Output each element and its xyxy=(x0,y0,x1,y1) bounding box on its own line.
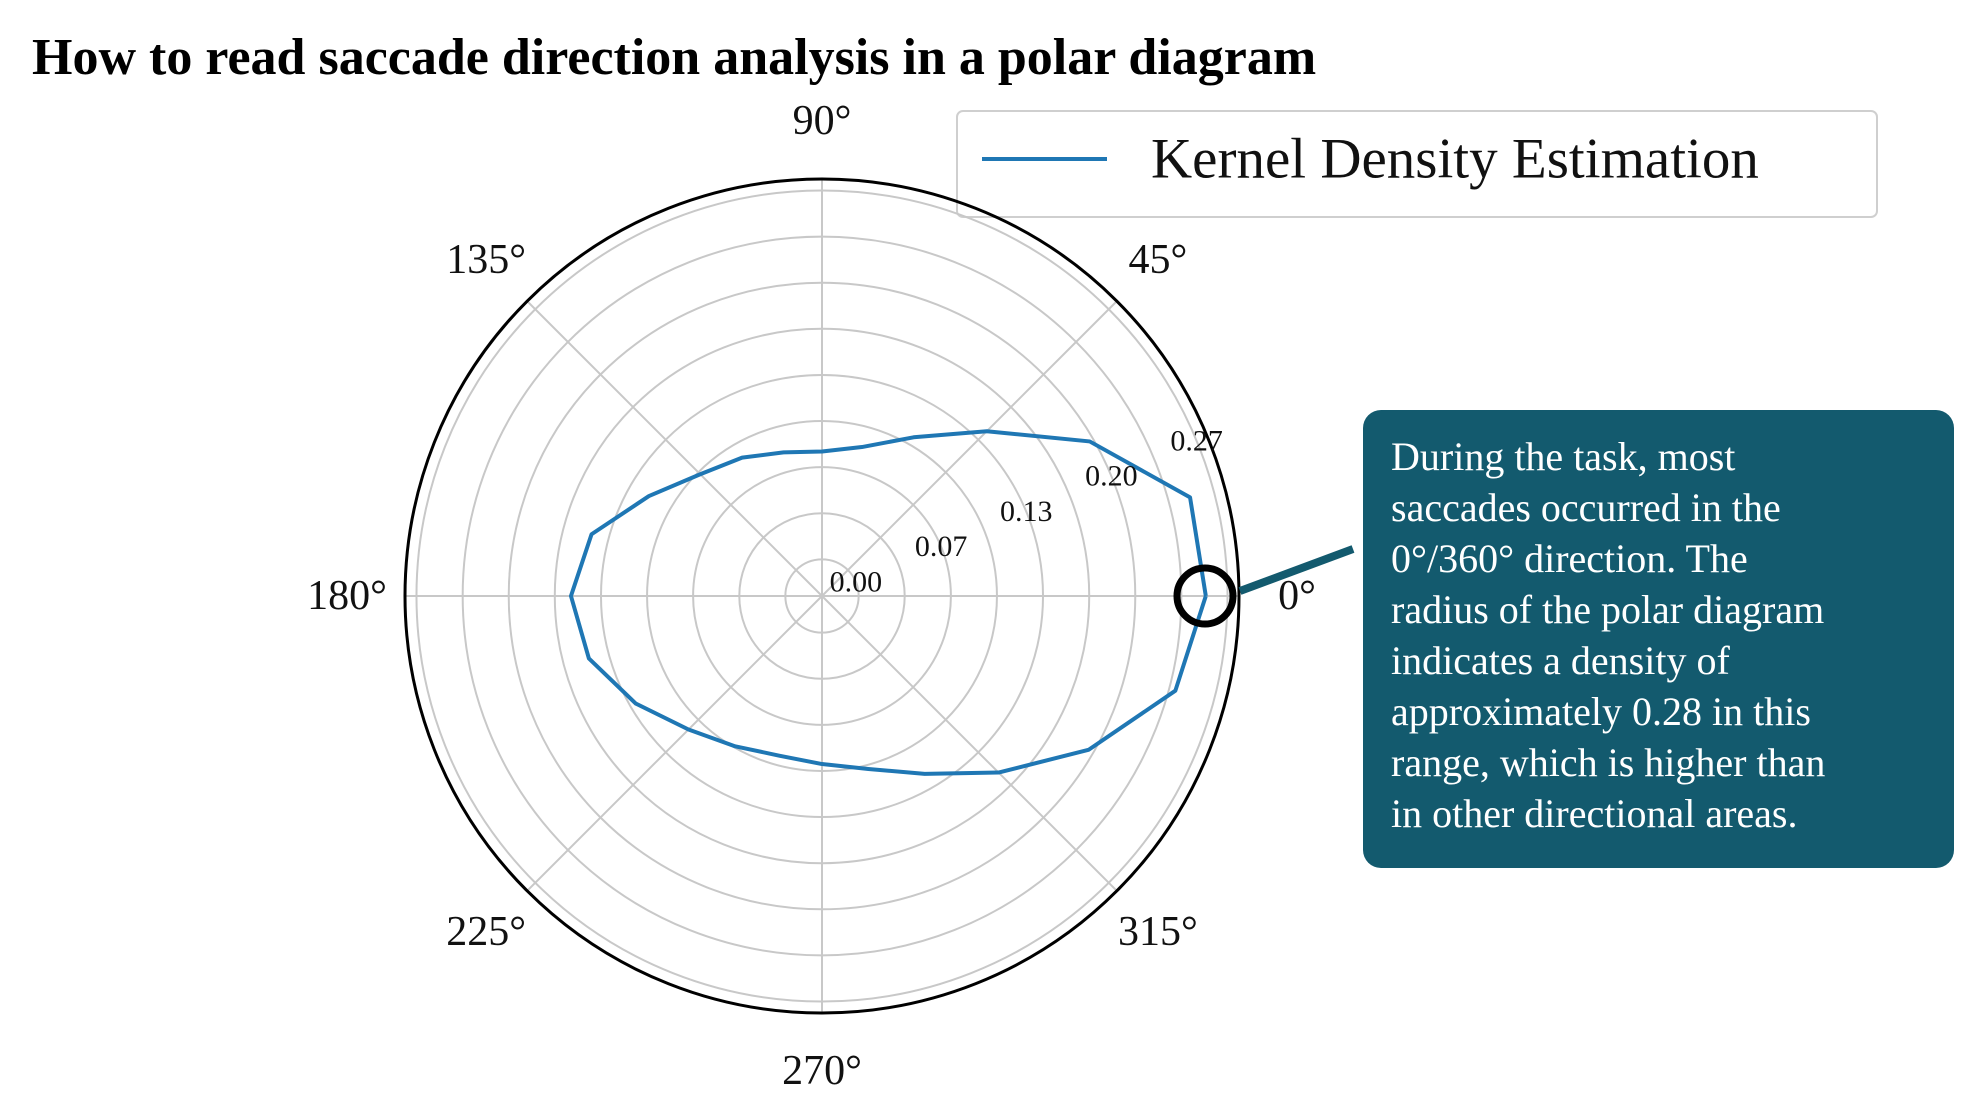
angle-label: 135° xyxy=(446,237,526,283)
kde-line xyxy=(568,429,1208,776)
grid-spoke xyxy=(526,300,823,597)
angle-label: 270° xyxy=(782,1048,862,1094)
legend-box xyxy=(956,110,1878,218)
angle-label: 225° xyxy=(446,909,526,955)
radial-tick-label: 0.07 xyxy=(915,530,968,563)
callout-text: During the task, most saccades occurred i… xyxy=(1391,434,1825,836)
callout-line: During the task, most xyxy=(1391,434,1735,479)
radial-tick-label: 0.00 xyxy=(830,565,883,598)
angle-label: 45° xyxy=(1128,237,1187,283)
grid-spoke xyxy=(821,595,1118,892)
callout-arrow xyxy=(1238,545,1355,595)
angle-label: 180° xyxy=(307,573,387,619)
plot-area: 0° 45° 90° 135° 180° 225° 270° 315° 0.00 0.07 0.13… xyxy=(307,98,1316,1094)
legend-label: Kernel Density Estimation xyxy=(1151,128,1759,191)
chart-title: How to read saccade direction analysis i… xyxy=(32,29,1316,86)
callout-line: saccades occurred in the xyxy=(1391,485,1781,530)
polar-frame xyxy=(403,177,1241,1015)
radial-tick-label: 0.27 xyxy=(1170,424,1223,457)
callout-line: range, which is higher than xyxy=(1391,740,1825,785)
angle-label: 315° xyxy=(1118,909,1198,955)
callout-line: approximately 0.28 in this xyxy=(1391,689,1811,734)
grid-spoke xyxy=(821,300,1118,597)
angle-label: 90° xyxy=(793,98,852,144)
radial-tick-label: 0.13 xyxy=(1000,495,1053,528)
callout-box xyxy=(1363,410,1954,868)
callout-line: 0°/360° direction. The xyxy=(1391,536,1748,581)
callout-line: indicates a density of xyxy=(1391,638,1730,683)
grid-spoke xyxy=(526,595,823,892)
radial-tick-label: 0.20 xyxy=(1085,460,1138,493)
callout-line: in other directional areas. xyxy=(1391,791,1797,836)
callout-line: radius of the polar diagram xyxy=(1391,587,1824,632)
highlight-circle xyxy=(1173,564,1237,628)
angle-label: 0° xyxy=(1278,573,1316,619)
